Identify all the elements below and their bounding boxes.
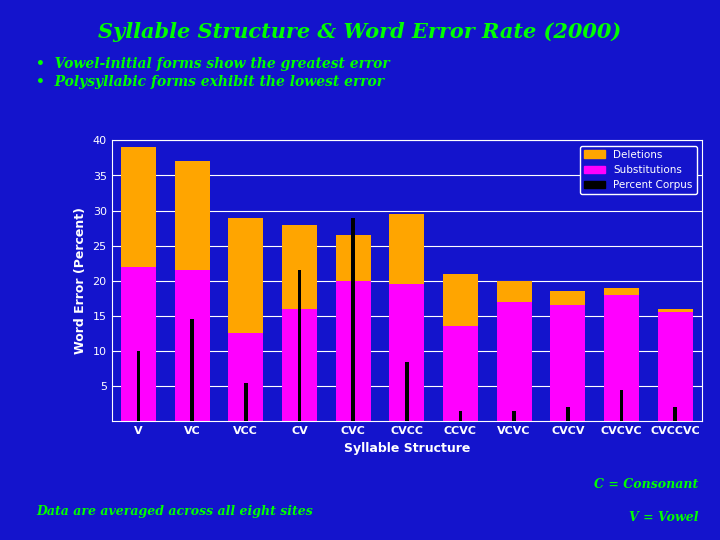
- Text: Data are averaged across all eight sites: Data are averaged across all eight sites: [36, 505, 312, 518]
- X-axis label: Syllable Structure: Syllable Structure: [343, 442, 470, 455]
- Bar: [658, 309, 693, 312]
- Legend: Deletions, Substitutions, Percent Corpus: Deletions, Substitutions, Percent Corpus: [580, 146, 697, 194]
- Text: C = Consonant: C = Consonant: [594, 478, 698, 491]
- Text: •  Polysyllabic forms exhibit the lowest error: • Polysyllabic forms exhibit the lowest …: [36, 75, 384, 89]
- Bar: [336, 281, 371, 421]
- Bar: [121, 267, 156, 421]
- Bar: [604, 295, 639, 421]
- Bar: [497, 281, 531, 302]
- Text: Syllable Structure & Word Error Rate (2000): Syllable Structure & Word Error Rate (20…: [99, 22, 621, 42]
- Bar: [351, 218, 355, 421]
- Bar: [550, 306, 585, 421]
- Y-axis label: Word Error (Percent): Word Error (Percent): [74, 207, 87, 354]
- Text: •  Vowel-initial forms show the greatest error: • Vowel-initial forms show the greatest …: [36, 57, 390, 71]
- Bar: [190, 319, 194, 421]
- Bar: [658, 312, 693, 421]
- Bar: [390, 284, 424, 421]
- Bar: [297, 270, 302, 421]
- Bar: [228, 218, 264, 333]
- Bar: [121, 147, 156, 267]
- Bar: [405, 362, 409, 421]
- Bar: [228, 333, 264, 421]
- Bar: [604, 288, 639, 295]
- Bar: [137, 351, 140, 421]
- Bar: [390, 214, 424, 284]
- Bar: [175, 270, 210, 421]
- Bar: [244, 382, 248, 421]
- Bar: [497, 302, 531, 421]
- Bar: [566, 407, 570, 421]
- Bar: [443, 274, 478, 326]
- Bar: [175, 161, 210, 270]
- Text: V = Vowel: V = Vowel: [629, 511, 698, 524]
- Bar: [550, 292, 585, 306]
- Bar: [282, 309, 317, 421]
- Bar: [336, 235, 371, 281]
- Bar: [512, 410, 516, 421]
- Bar: [443, 326, 478, 421]
- Bar: [282, 225, 317, 309]
- Bar: [673, 407, 677, 421]
- Bar: [459, 410, 462, 421]
- Bar: [620, 390, 624, 421]
